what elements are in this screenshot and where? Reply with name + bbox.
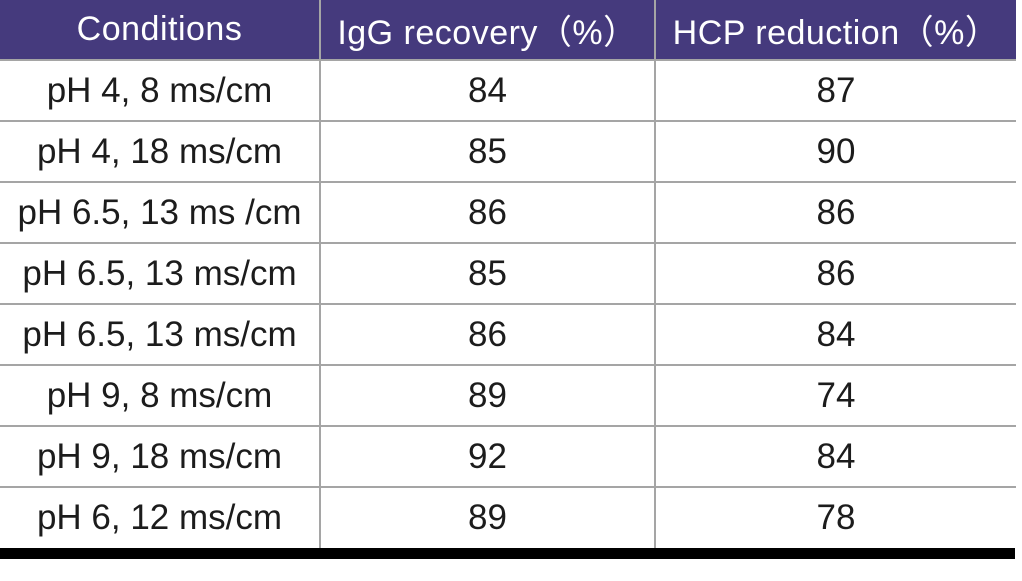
condition-cell: pH 6.5, 13 ms/cm (0, 242, 320, 304)
condition-cell: pH 9, 18 ms/cm (0, 425, 320, 487)
column-header-igg-recovery: IgG recovery（%） (319, 0, 655, 60)
condition-cell: pH 6.5, 13 ms/cm (0, 303, 320, 365)
igg-recovery-cell: 89 (319, 486, 655, 548)
condition-cell: pH 4, 8 ms/cm (0, 59, 320, 121)
hcp-reduction-cell: 84 (654, 425, 1016, 487)
hcp-reduction-cell: 78 (654, 486, 1016, 548)
igg-recovery-cell: 89 (319, 364, 655, 426)
column-header-hcp-reduction: HCP reduction（%） (654, 0, 1016, 60)
igg-recovery-cell: 85 (319, 120, 655, 182)
hcp-reduction-cell: 74 (654, 364, 1016, 426)
header-row: Conditions IgG recovery（%） HCP reduction… (0, 0, 1016, 60)
table-row: pH 6.5, 13 ms/cm 85 86 (0, 242, 1016, 304)
table-row: pH 4, 18 ms/cm 85 90 (0, 120, 1016, 182)
table-row: pH 6.5, 13 ms/cm 86 84 (0, 303, 1016, 365)
results-table: Conditions IgG recovery（%） HCP reduction… (0, 0, 1016, 548)
table-row: pH 4, 8 ms/cm 84 87 (0, 59, 1016, 121)
hcp-reduction-cell: 90 (654, 120, 1016, 182)
igg-recovery-cell: 85 (319, 242, 655, 304)
table-row: pH 6, 12 ms/cm 89 78 (0, 486, 1016, 548)
condition-cell: pH 6, 12 ms/cm (0, 486, 320, 548)
igg-recovery-cell: 86 (319, 181, 655, 243)
column-header-conditions: Conditions (0, 0, 320, 60)
igg-recovery-cell: 84 (319, 59, 655, 121)
igg-recovery-cell: 86 (319, 303, 655, 365)
condition-cell: pH 9, 8 ms/cm (0, 364, 320, 426)
table-row: pH 9, 18 ms/cm 92 84 (0, 425, 1016, 487)
table-bottom-border (0, 548, 1015, 559)
condition-cell: pH 4, 18 ms/cm (0, 120, 320, 182)
hcp-reduction-cell: 84 (654, 303, 1016, 365)
hcp-reduction-cell: 86 (654, 181, 1016, 243)
hcp-reduction-cell: 86 (654, 242, 1016, 304)
igg-recovery-cell: 92 (319, 425, 655, 487)
table-row: pH 6.5, 13 ms /cm 86 86 (0, 181, 1016, 243)
hcp-reduction-cell: 87 (654, 59, 1016, 121)
table-row: pH 9, 8 ms/cm 89 74 (0, 364, 1016, 426)
condition-cell: pH 6.5, 13 ms /cm (0, 181, 320, 243)
